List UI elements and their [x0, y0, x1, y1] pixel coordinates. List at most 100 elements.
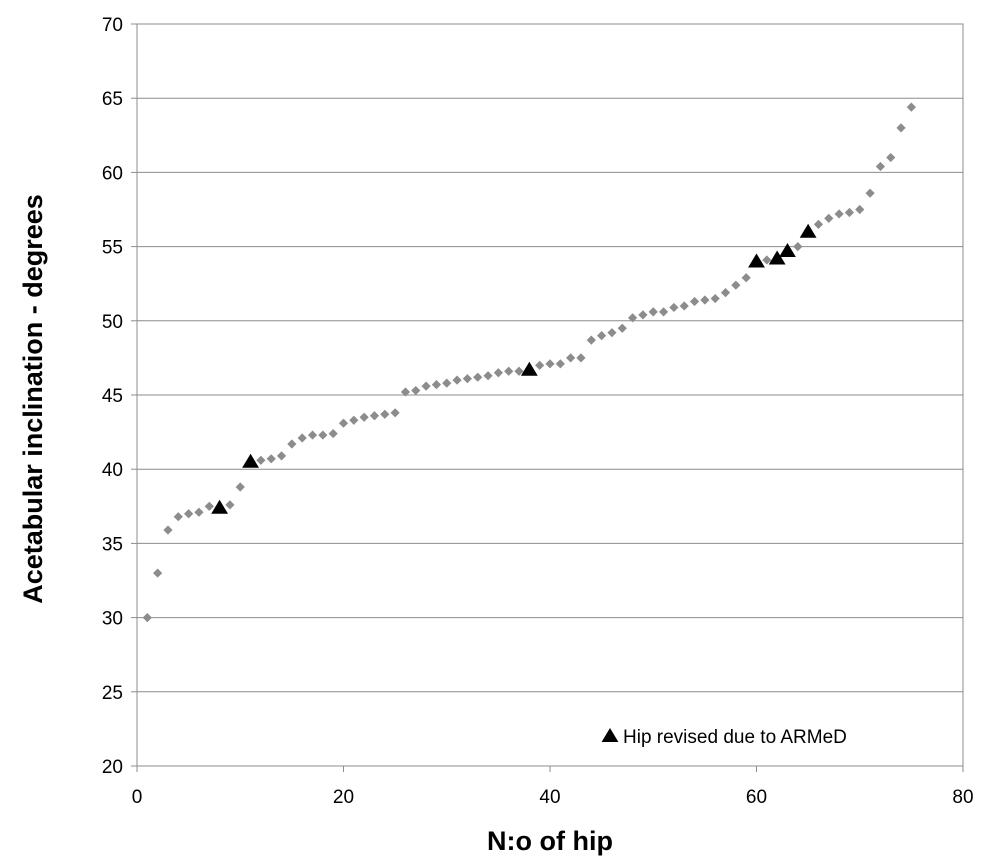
data-point-diamond — [452, 375, 462, 385]
data-point-diamond — [411, 385, 421, 396]
data-point-diamond — [896, 123, 906, 133]
data-point-diamond — [163, 525, 173, 535]
data-point-diamond — [328, 428, 338, 439]
data-point-diamond — [813, 219, 824, 229]
y-axis-tick-labels: 20 25 30 35 40 45 50 55 60 65 70 — [102, 15, 123, 778]
data-point-diamond — [349, 415, 359, 425]
x-tick-label: 40 — [539, 787, 560, 808]
data-point-diamond — [906, 102, 916, 112]
data-point-diamond — [462, 374, 472, 384]
data-point-diamond — [865, 188, 875, 198]
y-tick-label: 25 — [102, 683, 123, 704]
data-point-diamond — [338, 418, 349, 428]
data-point-diamond — [173, 512, 183, 522]
data-point-diamond — [514, 366, 524, 376]
data-points — [142, 102, 916, 623]
y-tick-label: 60 — [102, 163, 123, 184]
data-point-diamond — [535, 360, 545, 370]
x-tick-label: 20 — [333, 787, 354, 808]
data-point-diamond — [442, 378, 452, 388]
data-point-diamond — [824, 213, 834, 224]
x-tick-label: 60 — [746, 787, 767, 808]
data-point-diamond — [493, 368, 503, 378]
data-point-diamond — [287, 439, 297, 449]
x-tick-label: 0 — [132, 787, 143, 808]
data-point-triangle — [520, 361, 538, 376]
data-point-diamond — [566, 353, 576, 363]
data-point-diamond — [607, 328, 617, 338]
data-point-diamond — [473, 372, 483, 382]
data-point-diamond — [658, 307, 669, 317]
legend: Hip revised due to ARMeD — [601, 727, 847, 748]
x-axis-tick-labels: 0 20 40 60 80 — [132, 787, 974, 808]
data-point-triangle — [768, 250, 786, 265]
data-point-diamond — [235, 482, 245, 492]
data-point-diamond — [194, 507, 204, 517]
data-point-diamond — [741, 273, 751, 283]
data-point-diamond — [184, 509, 194, 519]
data-point-diamond — [669, 302, 679, 313]
y-tick-label: 40 — [102, 460, 123, 481]
data-point-diamond — [617, 323, 627, 333]
data-point-diamond — [266, 454, 276, 464]
data-point-diamond — [297, 433, 307, 443]
data-point-diamond — [256, 455, 266, 465]
data-point-triangle — [779, 243, 796, 258]
data-point-diamond — [204, 501, 214, 511]
data-point-triangle — [799, 223, 817, 238]
data-point-diamond — [875, 161, 885, 172]
plot-area-frame — [136, 23, 964, 767]
data-point-diamond — [555, 359, 565, 369]
y-tick-label: 70 — [102, 15, 123, 36]
data-point-diamond — [679, 301, 689, 311]
data-point-diamond — [689, 296, 700, 307]
data-point-diamond — [380, 409, 390, 419]
data-point-diamond — [855, 204, 865, 215]
data-point-diamond — [307, 430, 318, 440]
data-point-diamond — [483, 371, 493, 381]
data-point-diamond — [720, 288, 731, 298]
data-point-diamond — [886, 152, 896, 163]
y-axis-title: Acetabular inclination - degrees — [18, 194, 48, 604]
data-point-diamond — [421, 381, 431, 391]
data-point-diamond — [153, 568, 163, 578]
data-point-diamond — [504, 366, 514, 376]
data-point-diamond — [390, 408, 400, 418]
data-point-diamond — [400, 387, 411, 397]
data-point-diamond — [793, 242, 803, 252]
data-point-triangle — [242, 453, 259, 468]
y-tick-label: 65 — [102, 89, 123, 110]
x-tick-label: 80 — [952, 787, 973, 808]
x-axis-title: N:o of hip — [487, 826, 613, 856]
data-point-diamond — [597, 331, 607, 341]
y-tick-label: 45 — [102, 386, 123, 407]
data-point-triangle — [748, 253, 765, 268]
data-point-diamond — [318, 430, 328, 440]
data-point-diamond — [276, 451, 287, 461]
data-point-diamond — [225, 500, 235, 510]
y-tick-label: 55 — [102, 238, 123, 259]
gridlines — [131, 23, 964, 772]
data-point-diamond — [834, 209, 844, 219]
data-point-diamond — [628, 313, 638, 323]
y-tick-label: 50 — [102, 312, 123, 333]
data-point-diamond — [731, 280, 741, 290]
y-tick-label: 35 — [102, 534, 123, 555]
data-point-diamond — [710, 293, 720, 304]
data-point-diamond — [142, 613, 152, 623]
data-point-diamond — [431, 380, 442, 390]
legend-label: Hip revised due to ARMeD — [623, 727, 847, 748]
y-tick-label: 20 — [102, 757, 123, 778]
data-point-diamond — [586, 335, 596, 345]
data-point-diamond — [359, 412, 369, 422]
y-tick-label: 30 — [102, 609, 123, 630]
data-point-diamond — [762, 255, 772, 265]
data-point-diamond — [844, 207, 855, 218]
data-point-diamond — [638, 310, 648, 320]
data-point-triangle — [211, 499, 228, 514]
data-point-diamond — [369, 411, 380, 421]
data-point-diamond — [576, 353, 586, 363]
data-point-diamond — [648, 307, 658, 317]
legend-triangle-marker — [601, 728, 619, 742]
